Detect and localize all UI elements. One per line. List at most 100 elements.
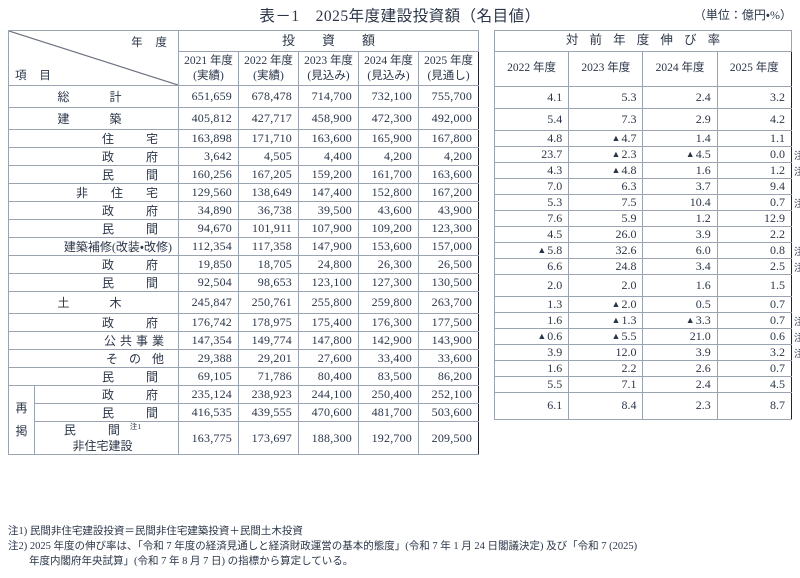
rate-cell: 2.0 <box>493 273 570 297</box>
rate-cell: 7.3 <box>568 107 644 131</box>
amount-cell: 235,124 <box>178 385 239 404</box>
down-triangle-icon: ▲ <box>537 330 547 341</box>
rate-cell: 1.6 <box>493 359 570 377</box>
amount-cell: 163,898 <box>178 129 239 148</box>
rate-cell: 1.6 <box>493 312 570 329</box>
amount-cell: 470,600 <box>298 403 359 422</box>
table-row: 4.5 26.0 3.9 2.2 <box>493 226 793 243</box>
row-label: 政 府 <box>8 147 179 166</box>
amount-cell: 39,500 <box>298 201 359 220</box>
table-row: 1.6 ▲1.3 ▲3.3 0.7 <box>493 312 793 329</box>
table-row: ▲0.6 ▲5.5 21.0 0.6 <box>493 328 793 345</box>
rate-cell: 2.6 <box>642 359 718 377</box>
amount-cell: 176,300 <box>358 313 419 332</box>
table-row: 1.3 ▲2.0 0.5 0.7 <box>493 295 793 313</box>
amount-cell: 209,500 <box>417 420 480 456</box>
amount-cell: 92,504 <box>178 273 239 292</box>
table-row: 4.3 ▲4.8 1.6 1.2 <box>493 162 793 179</box>
amount-cell: 33,400 <box>358 349 419 368</box>
amount-cell: 163,600 <box>298 129 359 148</box>
col-header-2021-line2: (実績) <box>193 69 224 82</box>
amount-cell: 19,850 <box>178 255 239 274</box>
rate-cell: 8.7 <box>716 391 793 420</box>
amount-cell: 29,388 <box>178 349 239 368</box>
amount-cell: 163,775 <box>178 420 239 456</box>
amount-cell: 678,478 <box>238 85 299 108</box>
amount-cell: 161,700 <box>358 165 419 184</box>
rate-cell: 3.2 <box>716 85 793 109</box>
col-header-2025-line2: (見通し) <box>427 69 470 82</box>
rate-cell: 0.7 <box>716 295 793 313</box>
rate-cell: 6.0 <box>642 242 718 259</box>
col-header-2021: 2021 年度 (実績) <box>178 51 239 86</box>
row-label: 総 計 <box>8 85 179 108</box>
footnote-marker: 注 2 <box>794 318 800 329</box>
amount-cell: 755,700 <box>417 85 480 108</box>
amount-cell: 250,761 <box>238 291 299 314</box>
rate-cell: 12.0 <box>568 344 644 361</box>
col-header-2021-line1: 2021 年度 <box>184 55 233 68</box>
row-label: 政 府 <box>8 313 179 332</box>
repost-vertical-label: 再掲 <box>8 384 35 456</box>
amount-cell: 27,600 <box>298 349 359 368</box>
row-label: 民 間 <box>8 273 179 292</box>
amount-cell: 4,400 <box>298 147 359 166</box>
table-row: 3.9 12.0 3.9 3.2 <box>493 344 793 361</box>
amount-cell: 177,500 <box>417 313 480 332</box>
table-row: 4.8 ▲4.7 1.4 1.1 <box>493 129 793 147</box>
rate-cell: 6.6 <box>493 258 570 275</box>
amount-cell: 188,300 <box>298 420 359 456</box>
row-label-line1: 民 間 <box>63 423 130 437</box>
amount-cell: 714,700 <box>298 85 359 108</box>
rate-cell: 0.7 <box>716 312 793 329</box>
row-label: そ の 他 <box>8 349 179 368</box>
rate-cell: 7.1 <box>568 376 644 393</box>
amount-cell: 34,890 <box>178 201 239 220</box>
amount-cell: 71,786 <box>238 367 299 386</box>
rate-cell: 3.9 <box>642 344 718 361</box>
repost-label-char: 再 <box>15 401 28 416</box>
amount-cell: 26,500 <box>417 255 480 274</box>
table-row: 建 築 405,812 427,717 458,900 472,300 492,000 <box>8 107 480 130</box>
rate-cell: 1.2 <box>716 162 793 179</box>
table-row: 23.7 ▲2.3 ▲4.5 0.0 <box>493 146 793 163</box>
table-row: 公共事業 147,354 149,774 147,800 142,900 143,900 <box>8 331 480 350</box>
amount-cell: 33,600 <box>417 349 480 368</box>
down-triangle-icon: ▲ <box>611 330 621 341</box>
rate-cell: 4.8 <box>493 129 570 147</box>
rate-cell: 1.2 <box>642 210 718 227</box>
rate-cell: 7.6 <box>493 210 570 227</box>
table-row: 4.1 5.3 2.4 3.2 <box>493 85 793 109</box>
amount-cell: 147,400 <box>298 183 359 202</box>
row-label: 政 府 <box>8 255 179 274</box>
amount-cell: 26,300 <box>358 255 419 274</box>
amount-cell: 171,710 <box>238 129 299 148</box>
row-label: 民 間 <box>8 367 179 386</box>
rate-cell: 2.0 <box>568 273 644 297</box>
rate-cell: 1.3 <box>493 295 570 313</box>
rate-cell: 1.6 <box>642 162 718 179</box>
rate-cell: ▲3.3 <box>642 312 718 329</box>
footnote-marker: 注 2 <box>794 350 800 361</box>
amount-cell: 175,400 <box>298 313 359 332</box>
table-row: 建築補修(改装・改修) 112,354 117,358 147,900 153,600 1… <box>8 237 480 256</box>
amount-cell: 18,705 <box>238 255 299 274</box>
amount-cell: 492,000 <box>417 107 480 130</box>
table-row: 住 宅 163,898 171,710 163,600 165,900 167,800 <box>8 129 480 148</box>
footnote-marker: 注 2 <box>794 152 800 163</box>
col-header-2025-line1: 2025 年度 <box>424 55 473 68</box>
corner-item-label: 項 目 <box>15 70 56 82</box>
amount-cell: 250,400 <box>358 385 419 404</box>
rate-cell: 5.3 <box>493 194 570 211</box>
table-row: 5.4 7.3 2.9 4.2 <box>493 107 793 131</box>
amount-cell: 255,800 <box>298 291 359 314</box>
corner-year-label: 年 度 <box>131 37 172 49</box>
amount-cell: 167,200 <box>417 183 480 202</box>
row-label: 住 宅 <box>8 129 179 148</box>
amount-cell: 458,900 <box>298 107 359 130</box>
amounts-table: 年 度 項 目 投 資 額 2021 年度 (実績) 2022 年度 (実績) <box>8 29 480 456</box>
page-title: 表－1 2025年度建設投資額（名目値） <box>259 8 541 25</box>
unit-note: （単位：億円・%） <box>693 8 792 22</box>
rates-table-block: 対 前 年 度 伸 び 率 2022 年度 2023 年度 2024 年度 20… <box>493 30 800 420</box>
rate-cell: 24.8 <box>568 258 644 275</box>
